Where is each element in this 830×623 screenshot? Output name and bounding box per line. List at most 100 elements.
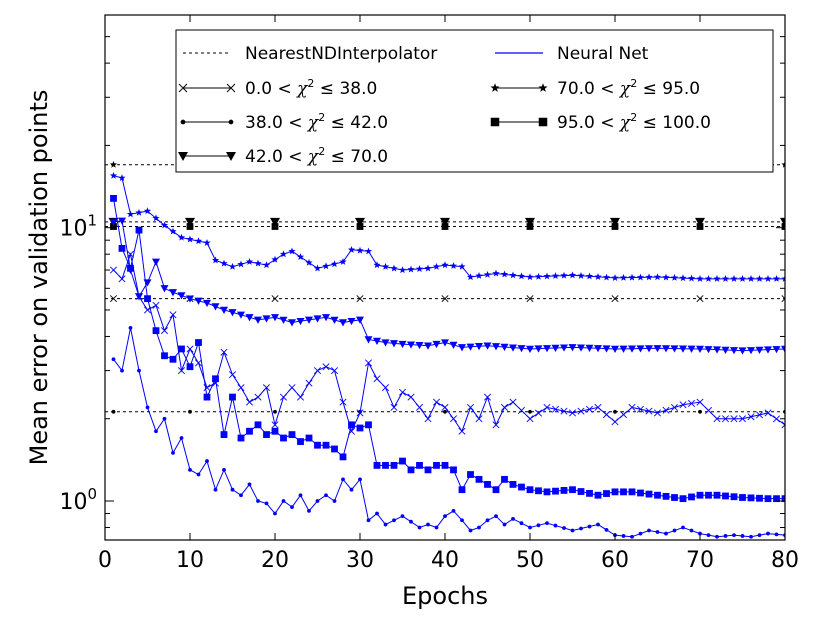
neural-net-point-2-2 [126, 250, 135, 258]
neural-net-point-2-48 [517, 406, 526, 414]
neural-net-point-4-10 [196, 472, 201, 477]
neural-net-point-2-3 [135, 292, 143, 301]
neural-net-point-3-48 [518, 483, 525, 491]
neural-net-point-0-33 [390, 264, 398, 272]
neural-net-point-2-69 [696, 398, 704, 406]
neural-net-point-2-58 [602, 411, 611, 419]
neural-net-point-0-19 [271, 255, 279, 263]
legend-label-0: NearestNDInterpolator [245, 44, 437, 64]
nearest-nd-marker-0-0 [109, 295, 118, 303]
neural-net-point-1-73 [730, 347, 738, 355]
neural-net-point-2-23 [305, 379, 313, 387]
neural-net-point-1-58 [602, 345, 611, 353]
neural-net-point-0-9 [186, 235, 194, 243]
legend-marker-b-6 [538, 117, 548, 127]
neural-net-point-1-52 [551, 344, 560, 352]
neural-net-point-4-71 [715, 534, 719, 539]
neural-net-point-3-78 [773, 495, 780, 503]
neural-net-point-1-4 [143, 279, 152, 287]
neural-net-point-0-10 [194, 237, 203, 245]
neural-net-point-4-12 [213, 487, 218, 492]
neural-net-point-1-36 [415, 341, 424, 350]
neural-net-point-0-64 [653, 273, 662, 281]
neural-net-point-2-72 [721, 415, 730, 423]
neural-net-point-2-70 [704, 406, 713, 414]
neural-net-point-2-65 [662, 406, 670, 414]
neural-net-point-4-0 [111, 357, 116, 362]
neural-net-point-3-77 [764, 495, 772, 503]
neural-net-point-2-73 [730, 415, 738, 423]
neural-net-point-3-63 [645, 490, 653, 498]
y-axis-title: Mean error on validation points [25, 90, 53, 466]
nearest-nd-marker-1-6 [613, 409, 617, 414]
nearest-nd-marker-1-2 [273, 409, 277, 414]
neural-net-point-0-76 [755, 275, 764, 282]
nearest-nd-marker-2-7 [695, 217, 705, 227]
neural-net-point-2-30 [364, 359, 373, 367]
neural-net-point-3-24 [314, 441, 321, 449]
legend-marker-b-5 [538, 83, 548, 92]
neural-net-point-3-38 [433, 461, 440, 469]
neural-net-point-0-79 [781, 275, 785, 282]
neural-net-line-2 [113, 252, 785, 433]
neural-net-point-1-32 [381, 339, 390, 347]
neural-net-point-3-22 [297, 438, 304, 445]
neural-net-point-2-61 [628, 403, 636, 411]
neural-net-point-4-25 [324, 493, 328, 498]
neural-net-point-2-20 [279, 393, 288, 401]
neural-net-point-0-30 [364, 247, 373, 255]
neural-net-point-0-77 [764, 275, 772, 282]
neural-net-point-0-42 [466, 273, 475, 281]
neural-net-point-4-46 [502, 522, 507, 527]
neural-net-line-1 [113, 220, 785, 352]
legend-box [175, 29, 774, 173]
neural-net-point-3-43 [475, 475, 483, 483]
neural-net-point-4-58 [604, 527, 609, 532]
neural-net-point-2-53 [560, 407, 568, 415]
neural-net-point-0-50 [534, 272, 543, 280]
neural-net-point-0-65 [662, 273, 670, 281]
neural-net-point-1-47 [509, 344, 517, 352]
neural-net-point-4-50 [536, 523, 541, 528]
neural-net-point-3-46 [501, 475, 508, 483]
neural-net-point-3-26 [331, 445, 338, 453]
neural-net-point-2-9 [186, 345, 194, 353]
neural-net-point-0-7 [169, 227, 177, 235]
neural-net-point-3-58 [603, 490, 610, 497]
neural-net-point-3-55 [577, 488, 585, 495]
neural-net-point-3-33 [390, 461, 398, 469]
nearest-nd-marker-2-6 [610, 217, 620, 227]
neural-net-point-0-21 [288, 247, 296, 255]
neural-net-point-3-52 [552, 487, 559, 495]
neural-net-point-1-78 [772, 346, 781, 354]
neural-net-point-4-53 [562, 526, 566, 530]
neural-net-point-3-15 [237, 434, 245, 442]
neural-net-point-1-45 [492, 343, 500, 351]
legend-label-5: 70.0 < χ2 ≤ 95.0 [557, 77, 700, 99]
neural-net-point-1-0 [109, 218, 118, 226]
neural-net-point-1-39 [441, 339, 449, 347]
neural-net-point-1-44 [483, 342, 492, 350]
nearest-nd-marker-2-1 [185, 217, 195, 227]
neural-net-point-1-70 [704, 346, 713, 354]
neural-net-point-3-13 [220, 431, 228, 438]
neural-net-point-4-62 [638, 531, 643, 536]
neural-net-point-2-31 [373, 375, 381, 383]
neural-net-point-4-11 [205, 459, 209, 463]
nearest-nd-marker-4-3 [356, 223, 364, 230]
neural-net-point-4-57 [596, 522, 600, 527]
neural-net-point-1-62 [636, 345, 645, 353]
neural-net-point-3-32 [382, 461, 389, 469]
neural-net-point-3-2 [127, 264, 134, 272]
neural-net-point-3-8 [178, 345, 185, 353]
neural-net-point-0-5 [152, 214, 160, 222]
neural-net-point-0-36 [415, 265, 424, 272]
legend-label-2: 38.0 < χ2 ≤ 42.0 [245, 111, 388, 133]
neural-net-point-3-31 [373, 461, 381, 469]
neural-net-point-3-60 [620, 488, 627, 496]
neural-net-point-1-5 [152, 258, 160, 266]
neural-net-point-3-20 [280, 434, 287, 442]
neural-net-point-2-17 [254, 393, 262, 401]
neural-net-point-2-14 [228, 371, 237, 379]
neural-net-point-1-27 [339, 319, 347, 327]
